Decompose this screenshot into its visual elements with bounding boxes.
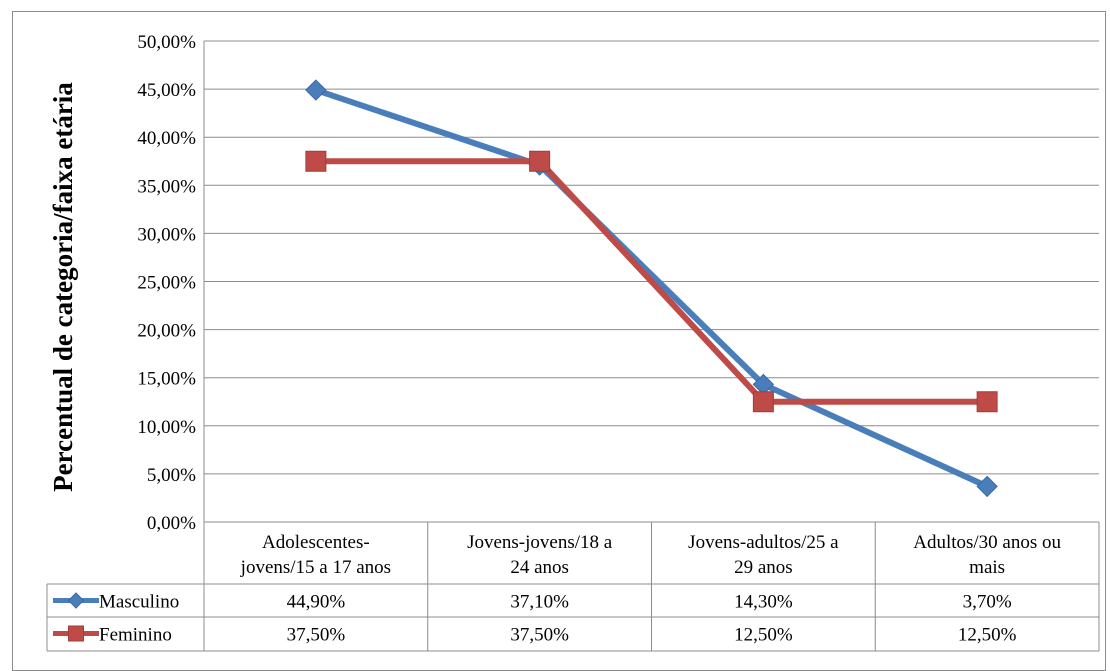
y-tick-label: 40,00% (137, 128, 196, 149)
data-point-masculino (976, 475, 998, 498)
y-tick-labels: 0,00% 5,00% 10,00% 15,00% 20,00% 25,00% 30,00%… (137, 32, 196, 534)
y-axis-label: Percentual de categoria/faixa etária (48, 82, 78, 492)
legend-key-marker (68, 625, 84, 642)
y-tick-label: 5,00% (147, 465, 196, 486)
category-label: 24 anos (510, 557, 569, 578)
series-line-masculino (314, 87, 989, 490)
category-label: Adultos/30 anos ou (913, 532, 1061, 553)
line-chart: 0,00% 5,00% 10,00% 15,00% 20,00% 25,00% 30,00%… (46, 32, 1100, 652)
y-tick-label: 30,00% (137, 224, 196, 245)
y-tick-label: 35,00% (137, 176, 196, 197)
category-label: Adolescentes- (262, 532, 370, 553)
data-value-label: 37,50% (510, 625, 569, 646)
grid-lines (203, 40, 1099, 523)
data-point-feminino (976, 391, 998, 413)
y-tick-label: 0,00% (147, 513, 196, 534)
data-value-label: 3,70% (963, 592, 1012, 613)
data-value-label: 37,10% (510, 592, 569, 613)
data-point-feminino (305, 150, 327, 172)
legend-entry: Masculino (99, 592, 179, 613)
data-point-feminino (529, 150, 551, 172)
y-tick-label: 25,00% (137, 273, 196, 294)
data-point-feminino (752, 391, 774, 413)
data-value-label: 37,50% (287, 625, 346, 646)
series-markers (305, 79, 998, 498)
y-tick-label: 20,00% (137, 321, 196, 342)
category-label: jovens/15 a 17 anos (240, 557, 391, 578)
data-table: Adolescentes-jovens/15 a 17 anos Jovens-j… (46, 522, 1100, 652)
data-value-label: 12,50% (734, 625, 793, 646)
category-label: 29 anos (734, 557, 793, 578)
data-value-label: 44,90% (287, 592, 346, 613)
legend-entry: Feminino (99, 625, 172, 646)
data-value-label: 12,50% (958, 625, 1017, 646)
series-line-feminino (315, 158, 988, 405)
y-tick-label: 45,00% (137, 80, 196, 101)
data-point-masculino (305, 79, 327, 101)
category-label: mais (969, 557, 1005, 578)
category-label: Jovens-adultos/25 a (688, 532, 839, 553)
data-value-label: 14,30% (734, 592, 793, 613)
y-tick-label: 15,00% (137, 369, 196, 390)
y-tick-label: 50,00% (137, 32, 196, 53)
y-tick-label: 10,00% (137, 417, 196, 438)
legend-key-marker (67, 592, 85, 609)
series-lines (314, 87, 989, 490)
category-label: Jovens-jovens/18 a (467, 532, 613, 553)
